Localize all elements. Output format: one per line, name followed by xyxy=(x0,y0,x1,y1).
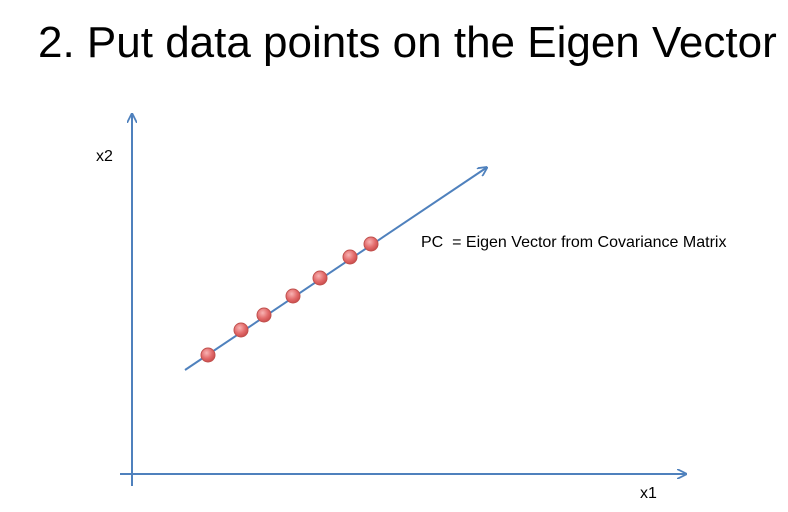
data-point xyxy=(285,288,301,304)
y-axis-label: x2 xyxy=(96,148,113,165)
data-point xyxy=(312,270,328,286)
data-point xyxy=(363,236,379,252)
slide-title: 2. Put data points on the Eigen Vector xyxy=(38,18,777,67)
data-point xyxy=(233,322,249,338)
eigen-vector-arrow xyxy=(184,168,486,371)
data-point xyxy=(200,347,216,363)
data-point xyxy=(342,249,358,265)
x-axis-label: x1 xyxy=(640,485,657,502)
pc-annotation: PC = Eigen Vector from Covariance Matrix xyxy=(421,234,726,251)
data-points xyxy=(200,236,379,363)
data-point xyxy=(256,307,272,323)
